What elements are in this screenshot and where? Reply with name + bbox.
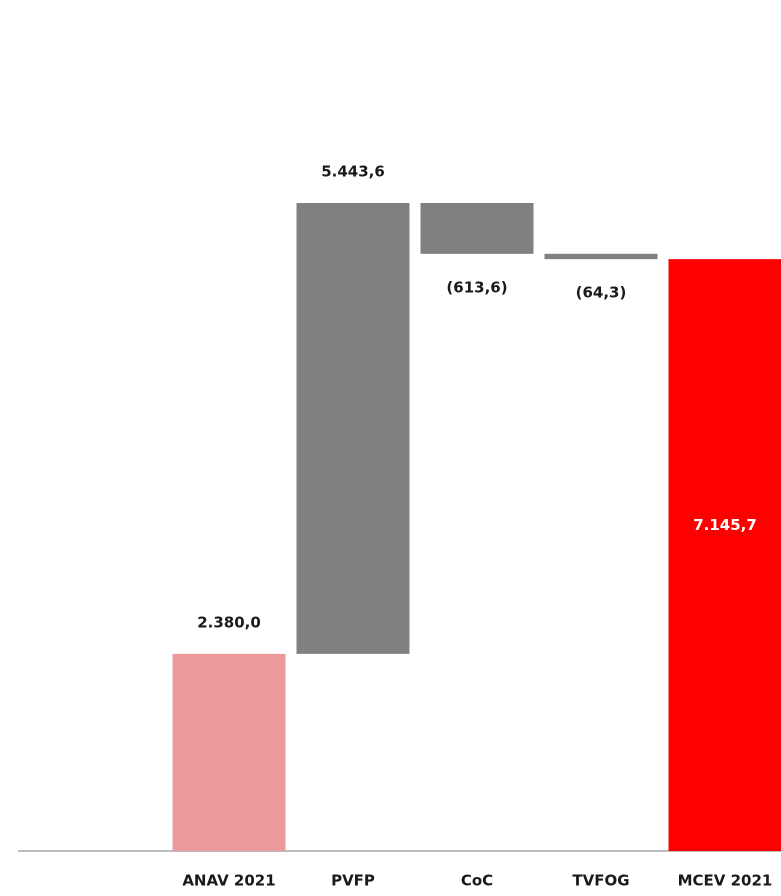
bar [669, 259, 781, 851]
bar [173, 654, 286, 851]
value-label: (64,3) [576, 284, 627, 302]
x-tick-label: CoC [461, 872, 493, 890]
x-tick-label: ANAV 2021 [182, 872, 275, 890]
bar [421, 203, 534, 254]
x-tick-label: TVFOG [572, 872, 629, 890]
value-label: 5.443,6 [321, 163, 385, 181]
x-tick-label: PVFP [331, 872, 375, 890]
x-tick-label: MCEV 2021 [678, 872, 773, 890]
bar [545, 254, 658, 259]
value-label: 2.380,0 [197, 613, 261, 631]
value-label: 7.145,7 [693, 516, 757, 534]
value-label: (613,6) [446, 278, 507, 296]
bar [297, 203, 410, 654]
